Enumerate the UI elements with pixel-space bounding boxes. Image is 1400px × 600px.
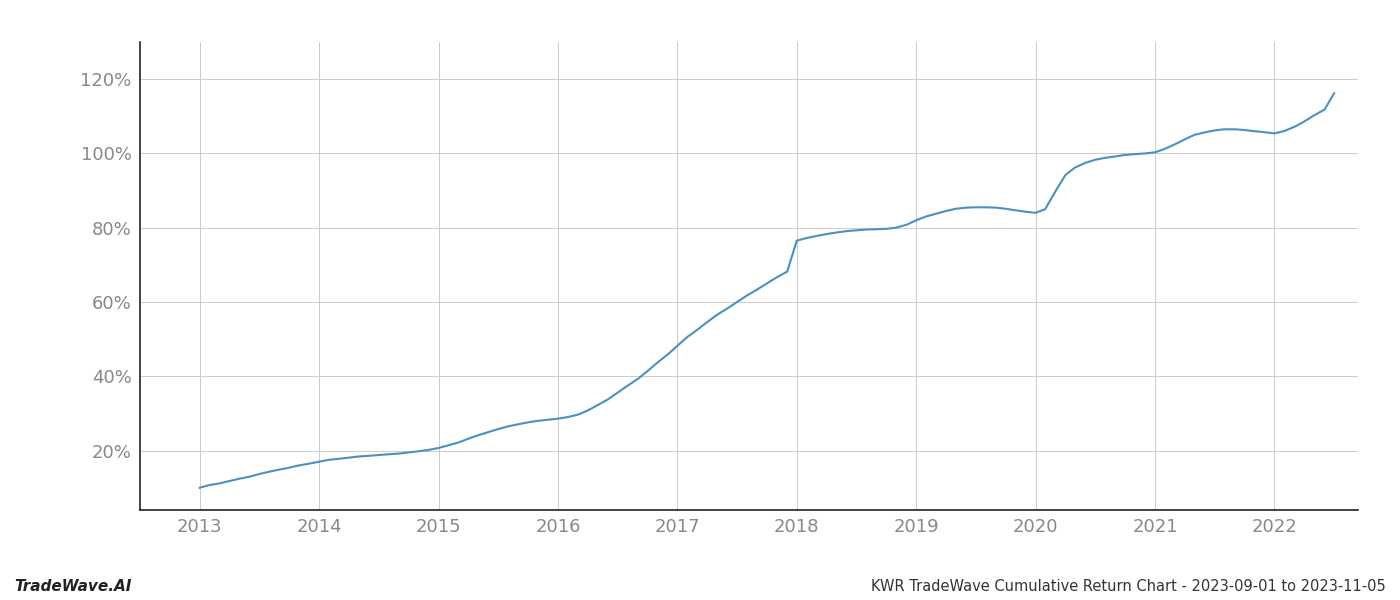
Text: KWR TradeWave Cumulative Return Chart - 2023-09-01 to 2023-11-05: KWR TradeWave Cumulative Return Chart - … — [871, 579, 1386, 594]
Text: TradeWave.AI: TradeWave.AI — [14, 579, 132, 594]
